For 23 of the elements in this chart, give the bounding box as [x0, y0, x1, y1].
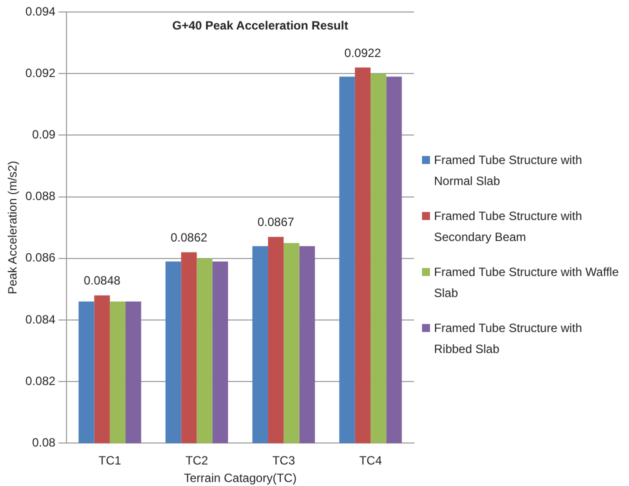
y-tick-label: 0.082	[25, 374, 56, 388]
y-tick-label: 0.092	[25, 66, 56, 80]
x-tick-label: TC1	[98, 454, 122, 468]
legend-label: Framed Tube Structure with Ribbed Slab	[434, 320, 584, 358]
y-tick-label: 0.084	[25, 312, 56, 326]
y-tick-label: 0.09	[32, 128, 56, 142]
data-label: 0.0867	[257, 215, 295, 230]
text: G+40 Peak Acceleration Result	[172, 18, 348, 32]
y-tick-label: 0.088	[25, 189, 56, 204]
x-axis-title: Terrain Catagory(TC)	[184, 471, 297, 486]
x-tick-label: TC3	[272, 454, 296, 468]
legend-label: Framed Tube Structure with Secondary Beam	[434, 208, 584, 246]
data-label: 0.0862	[170, 230, 208, 245]
legend-label: Framed Tube Structure with Waffle Slab	[434, 264, 620, 302]
data-label: 0.0922	[344, 46, 382, 60]
y-tick-label: 0.094	[25, 4, 56, 18]
y-tick-label: 0.086	[25, 250, 56, 265]
legend-label: Framed Tube Structure with Normal Slab	[434, 152, 584, 190]
x-tick-label: TC2	[185, 454, 208, 468]
y-tick-label: 0.08	[32, 436, 56, 450]
data-label: 0.0848	[84, 274, 121, 288]
y-axis-title: Peak Acceleration (m/s2)	[6, 160, 20, 294]
x-tick-label: TC4	[359, 454, 382, 468]
